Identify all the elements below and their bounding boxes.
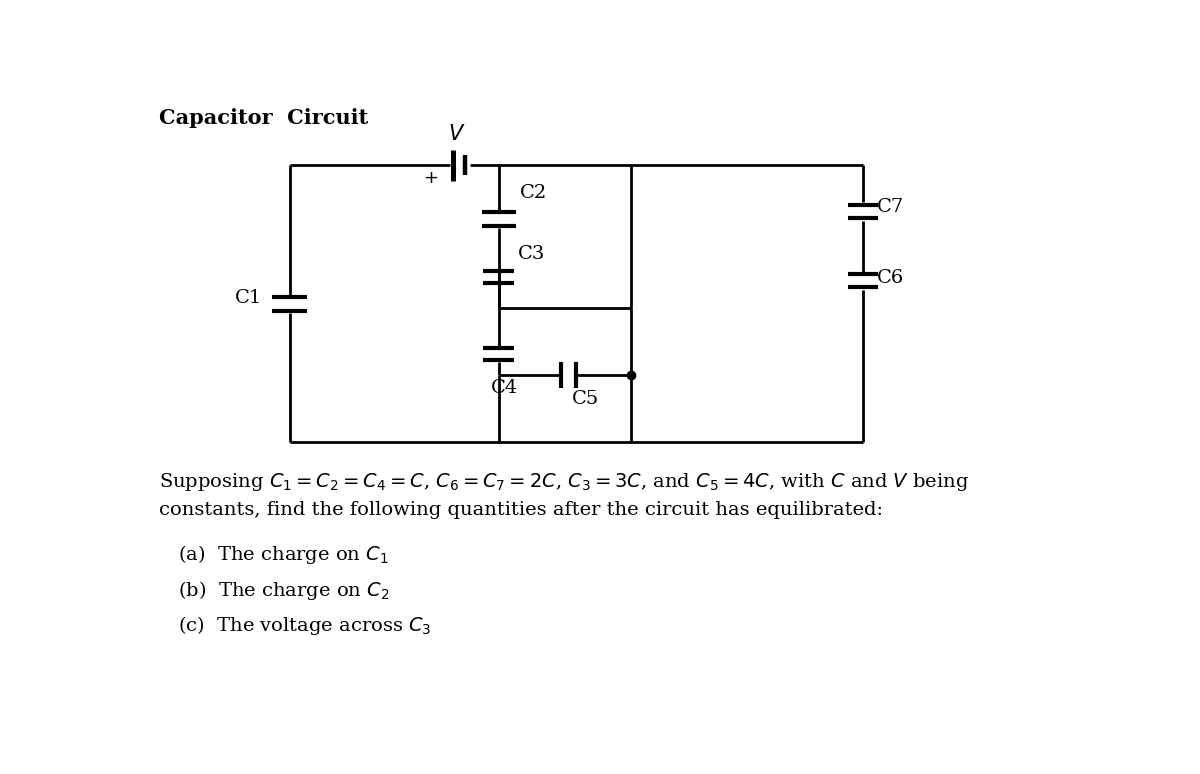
- Text: Supposing $C_1 = C_2 = C_4 = C$, $C_6 = C_7 = 2C$, $C_3 = 3C$, and $C_5 = 4C$, w: Supposing $C_1 = C_2 = C_4 = C$, $C_6 = …: [160, 471, 970, 493]
- Text: constants, find the following quantities after the circuit has equilibrated:: constants, find the following quantities…: [160, 501, 883, 519]
- Text: $V$: $V$: [448, 124, 466, 144]
- Text: C2: C2: [520, 184, 547, 202]
- Text: C7: C7: [877, 198, 905, 216]
- Text: (a)  The charge on $C_1$: (a) The charge on $C_1$: [178, 543, 389, 566]
- Text: C5: C5: [572, 390, 599, 408]
- Text: C1: C1: [235, 289, 263, 307]
- Text: C6: C6: [877, 269, 905, 286]
- Text: C4: C4: [491, 378, 518, 396]
- Text: $+$: $+$: [422, 170, 438, 187]
- Text: Capacitor  Circuit: Capacitor Circuit: [160, 108, 368, 128]
- Text: (b)  The charge on $C_2$: (b) The charge on $C_2$: [178, 579, 389, 601]
- Text: (c)  The voltage across $C_3$: (c) The voltage across $C_3$: [178, 615, 431, 637]
- Text: C3: C3: [518, 245, 546, 263]
